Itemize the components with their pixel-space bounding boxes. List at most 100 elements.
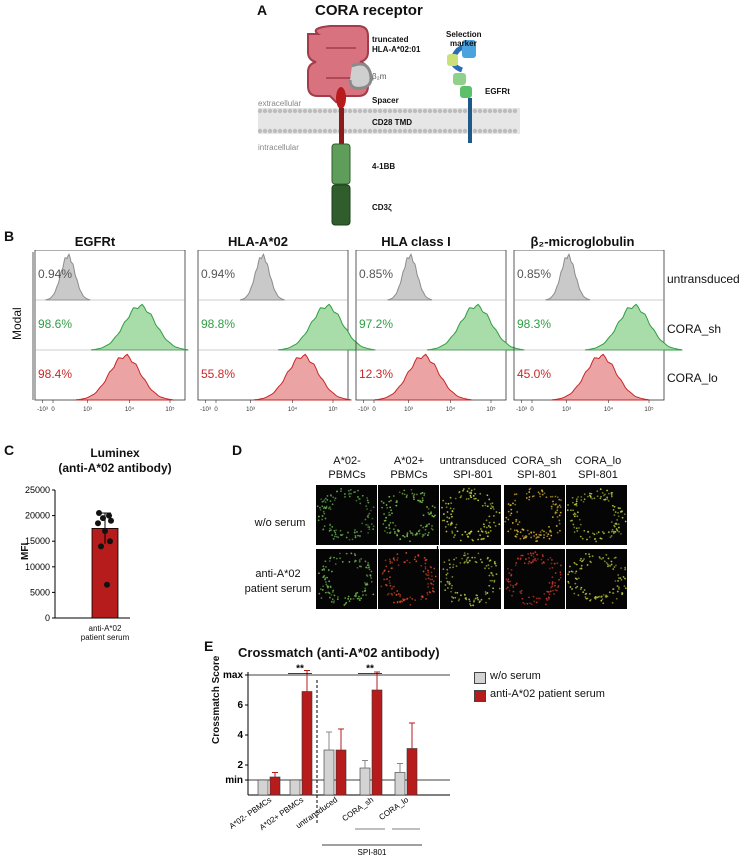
panel-c-xlabel-2: patient serum — [80, 633, 130, 642]
flow-histogram-r1-c1 — [278, 303, 376, 351]
d-col-label-1-1: PBMCs — [390, 469, 428, 481]
lum-ytick-10000: 10000 — [25, 562, 50, 572]
panel-b-letter: B — [4, 228, 15, 244]
egfrt-shape — [447, 40, 476, 143]
panel-c-xlabel-1: anti-A*02 — [88, 624, 122, 633]
flow-histogram-r1-c2 — [427, 303, 525, 351]
flow-tick-0-2: 10³ — [83, 407, 92, 413]
panel-a-letter: A — [257, 2, 268, 18]
label-intracellular: intracellular — [258, 143, 299, 152]
panel-a-title: CORA receptor — [315, 2, 423, 19]
cm-bar-0-4 — [394, 772, 406, 796]
label-marker: marker — [450, 39, 477, 48]
flow-percent-r0-c0: 0.94% — [38, 267, 72, 281]
lum-point-7 — [98, 543, 104, 550]
flow-percent-r0-c1: 0.94% — [201, 267, 235, 281]
cm-xlabel-3: CORA_sh — [340, 795, 375, 823]
d-row-label-1b: patient serum — [244, 583, 312, 595]
flow-tick-1-2: 10³ — [246, 407, 255, 413]
flow-tick-2-0: -10³ — [358, 407, 369, 413]
flow-tick-2-4: 10⁵ — [486, 406, 496, 413]
flow-tick-0-1: 0 — [51, 407, 55, 413]
flow-percent-r2-c3: 45.0% — [517, 367, 551, 381]
flow-row-label-0: untransduced — [667, 272, 740, 286]
lum-point-4 — [95, 520, 101, 527]
panel-c-title-2: (anti-A*02 antibody) — [58, 461, 172, 475]
flow-tick-0-4: 10⁵ — [165, 406, 175, 413]
flow-percent-r0-c2: 0.85% — [359, 267, 393, 281]
label-cd3z: CD3ζ — [372, 203, 392, 212]
d-col-label-0-1: PBMCs — [328, 469, 366, 481]
micro-tile-r1-c3 — [504, 549, 565, 609]
flow-percent-r1-c1: 98.8% — [201, 317, 235, 331]
cm-ytick-2: 4 — [237, 730, 243, 741]
cm-bar-0-3 — [359, 767, 371, 796]
flow-percent-r0-c3: 0.85% — [517, 267, 551, 281]
flow-percent-r2-c0: 98.4% — [38, 367, 72, 381]
d-row-label-0: w/o serum — [254, 517, 306, 529]
luminex-chart: 25000 20000 15000 10000 5000 0 — [25, 485, 130, 623]
cora-receptor-diagram: /* dots generated below */ — [257, 25, 520, 226]
lum-ytick-5000: 5000 — [30, 587, 50, 597]
label-spacer: Spacer — [372, 96, 399, 105]
flow-tick-1-4: 10⁵ — [328, 406, 338, 413]
cm-sig-1: ** — [366, 664, 374, 675]
cm-ytick-3: 2 — [237, 760, 243, 771]
d-col-label-3-1: SPI-801 — [517, 469, 557, 481]
cm-ytick-0: max — [223, 670, 243, 681]
lum-ytick-20000: 20000 — [25, 511, 50, 521]
spacer-shape — [336, 87, 346, 109]
d-col-label-1-0: A*02+ — [393, 455, 425, 467]
lum-point-8 — [104, 581, 110, 588]
b2m-shape — [348, 62, 373, 90]
legend-swatch-wo — [474, 672, 486, 684]
label-truncated: truncated — [372, 35, 409, 44]
microscopy-grid — [316, 485, 627, 609]
micro-tile-r1-c2 — [440, 549, 501, 609]
flow-histogram-r0-c2 — [387, 253, 433, 301]
cm-bar-0-0 — [257, 779, 269, 796]
flow-tick-1-3: 10⁴ — [288, 406, 298, 413]
flow-col-title-3: β₂-microglobulin — [530, 234, 635, 249]
micro-tile-r0-c1 — [378, 485, 439, 545]
flow-percent-r2-c2: 12.3% — [359, 367, 393, 381]
flow-tick-3-4: 10⁵ — [644, 406, 654, 413]
cm-bar-1-4 — [406, 748, 418, 796]
cm-group-label: SPI-801 — [358, 848, 387, 857]
d-col-label-3-0: CORA_sh — [512, 455, 562, 467]
micro-tile-r0-c3 — [504, 485, 565, 545]
flow-tick-0-3: 10⁴ — [125, 406, 135, 413]
label-cd28: CD28 TMD — [372, 118, 413, 127]
label-selection: Selection — [446, 30, 482, 39]
d-col-label-0-0: A*02- — [333, 455, 361, 467]
d-col-label-4-0: CORA_lo — [574, 455, 622, 467]
panel-c-letter: C — [4, 442, 15, 458]
cm-sig-0: ** — [296, 664, 304, 675]
lum-ytick-15000: 15000 — [25, 536, 50, 546]
micro-tile-r0-c0 — [316, 485, 377, 545]
label-hla: HLA-A*02:01 — [372, 45, 421, 54]
four-1bb-shape — [331, 143, 351, 185]
micro-tile-r1-c0 — [316, 549, 377, 609]
cm-bar-1-0 — [269, 776, 281, 796]
flow-percent-r1-c2: 97.2% — [359, 317, 393, 331]
flow-tick-3-0: -10³ — [516, 407, 527, 413]
label-4-1bb: 4-1BB — [372, 162, 396, 171]
flow-histogram-r0-c1 — [240, 253, 285, 301]
cm-ytick-4: min — [225, 775, 243, 786]
panel-e-letter: E — [204, 638, 214, 654]
flow-percent-r1-c0: 98.6% — [38, 317, 72, 331]
flow-tick-3-3: 10⁴ — [604, 406, 614, 413]
flow-histogram-r1-c3 — [585, 303, 683, 351]
cm-bar-0-2 — [323, 749, 335, 796]
legend-label-serum: anti-A*02 patient serum — [490, 688, 605, 700]
lum-point-1 — [106, 512, 112, 519]
lum-point-0 — [96, 510, 102, 517]
cm-bar-1-3 — [371, 689, 383, 796]
flow-tick-2-3: 10⁴ — [446, 406, 456, 413]
flow-histogram-r0-c0 — [45, 253, 91, 301]
flow-col-title-0: EGFRt — [74, 234, 116, 249]
panel-c-title-1: Luminex — [90, 446, 140, 460]
panel-d-letter: D — [232, 442, 243, 458]
lum-point-6 — [107, 538, 113, 545]
